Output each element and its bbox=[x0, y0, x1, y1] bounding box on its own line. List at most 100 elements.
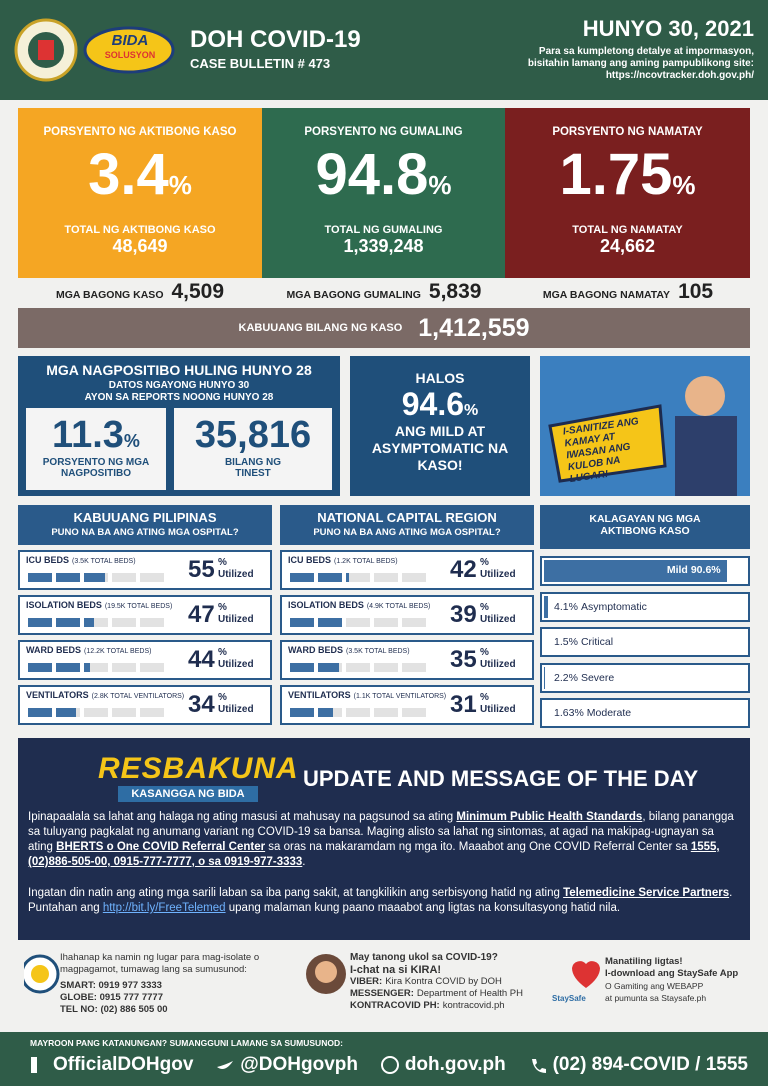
stat-unit: % bbox=[672, 170, 696, 200]
footer-item: (02) 894-COVID / 1555 bbox=[528, 1054, 748, 1076]
stat-label: PORSYENTO NG AKTIBONG KASO bbox=[43, 126, 237, 138]
staysafe-line: I-download ang StaySafe App bbox=[605, 968, 739, 979]
new-count-value: 5,839 bbox=[428, 280, 482, 303]
status-text: Mild 90.6% bbox=[667, 564, 721, 576]
new-count-label: MGA BAGONG GUMALING bbox=[286, 289, 421, 301]
tested-box: 35,816 BILANG NG TINEST bbox=[174, 408, 332, 490]
utilization-bar bbox=[28, 618, 94, 627]
status-label: Critical bbox=[580, 636, 614, 648]
total-value: 1,412,559 bbox=[418, 313, 530, 342]
update-logo: RESBAKUNA bbox=[98, 752, 299, 785]
bed-capacity: (19.5K TOTAL BEDS) bbox=[104, 603, 173, 610]
new-count: MGA BAGONG NAMATAY 105 bbox=[506, 280, 750, 306]
bed-capacity: (4.9K TOTAL BEDS) bbox=[366, 603, 431, 610]
row-utilized: Utilized bbox=[480, 659, 516, 670]
mild-value: 94.6% bbox=[350, 386, 530, 423]
status-item: 4.1% Asymptomatic bbox=[540, 591, 750, 622]
row-value: 44 bbox=[188, 646, 215, 673]
stat-label: PORSYENTO NG GUMALING bbox=[304, 126, 463, 138]
status-bar: Mild 90.6% bbox=[544, 560, 727, 582]
isolation-contacts: Ihahanap ka namin ng lugar para mag-isol… bbox=[60, 952, 300, 1016]
status-item: Mild 90.6% bbox=[540, 556, 750, 586]
stat-box: PORSYENTO NG AKTIBONG KASO 3.4% TOTAL NG A… bbox=[18, 108, 262, 278]
new-count-value: 105 bbox=[678, 280, 714, 303]
hospital-header: NATIONAL CAPITAL REGION PUNO NA BA ANG AT… bbox=[280, 505, 534, 545]
channel-name: VIBER: bbox=[350, 976, 383, 987]
status-bar bbox=[544, 595, 549, 618]
hospital-row: ICU BEDS (1.2K TOTAL BEDS) 42% Utilized bbox=[280, 550, 534, 590]
mild-box: HALOS 94.6% ANG MILD AT ASYMPTOMATIC NA … bbox=[350, 356, 530, 496]
staysafe-line: at pumunta sa Staysafe.ph bbox=[605, 993, 707, 1003]
hospital-row: ISOLATION BEDS (4.9K TOTAL BEDS) 39% Utiliz… bbox=[280, 595, 534, 635]
utilization-bar bbox=[290, 663, 339, 672]
footer-item: @DOHgovph bbox=[215, 1054, 358, 1076]
status-number: 1.5 bbox=[554, 636, 569, 648]
row-label: VENTILATORS (2.8K TOTAL VENTILATORS) bbox=[26, 690, 184, 700]
utilization-bar bbox=[28, 663, 90, 672]
status-label: Moderate bbox=[586, 707, 632, 719]
bed-type: VENTILATORS bbox=[288, 690, 351, 700]
staysafe-logo: StaySafe bbox=[552, 994, 586, 1003]
stat-total: 24,662 bbox=[599, 236, 656, 256]
text: , bilang panangga sa tuluyang pagkalat n… bbox=[28, 811, 734, 853]
update-paragraph: Ingatan din natin ang ating mga sarili l… bbox=[28, 886, 740, 916]
rate-unit: % bbox=[123, 431, 140, 451]
logo-subtext: SOLUSYON bbox=[104, 50, 156, 60]
rate-box: 11.3% PORSYENTO NG MGA NAGPOSITIBO bbox=[26, 408, 166, 490]
row-unit: % bbox=[218, 602, 227, 613]
bed-capacity: (1.1K TOTAL VENTILATORS) bbox=[353, 693, 447, 700]
positivity-title: MGA NAGPOSITIBO HULING HUNYO 28 bbox=[46, 362, 312, 378]
status-unit: % bbox=[574, 707, 584, 719]
stat-number: 3.4 bbox=[88, 142, 169, 207]
isolation-text: Ihahanap ka namin ng lugar para mag-isol… bbox=[60, 952, 260, 975]
update-title: UPDATE AND MESSAGE OF THE DAY bbox=[303, 766, 699, 791]
hospital-row: ICU BEDS (3.5K TOTAL BEDS) 55% Utilized bbox=[18, 550, 272, 590]
bulletin-number: CASE BULLETIN # 473 bbox=[190, 56, 331, 71]
status-text: 4.1% Asymptomatic bbox=[554, 601, 647, 613]
link: http://bit.ly/FreeTelemed bbox=[102, 902, 226, 914]
stat-total-label: TOTAL NG GUMALING bbox=[324, 224, 443, 236]
poster: I-SANITIZE ANG KAMAY AT IWASAN ANG KULOB… bbox=[540, 356, 750, 496]
status-unit: % bbox=[568, 636, 578, 648]
bed-capacity: (3.5K TOTAL BEDS) bbox=[72, 558, 136, 565]
positivity-box: MGA NAGPOSITIBO HULING HUNYO 28 DATOS NG… bbox=[18, 356, 340, 496]
stat-number: 94.8 bbox=[315, 142, 429, 207]
bed-type: ICU BEDS bbox=[288, 555, 332, 565]
status-section: KALAGAYAN NG MGA AKTIBONG KASO Mild 90.6% 4… bbox=[540, 505, 750, 728]
row-utilized: Utilized bbox=[480, 569, 516, 580]
channel-name: MESSENGER: bbox=[350, 988, 414, 999]
status-bar bbox=[544, 666, 545, 689]
footer-text: @DOHgovph bbox=[240, 1054, 358, 1075]
stat-box: PORSYENTO NG NAMATAY 1.75% TOTAL NG NAMATA… bbox=[505, 108, 750, 278]
status-number: 2.2 bbox=[554, 671, 569, 684]
hospital-subtitle: PUNO NA BA ANG ATING MGA OSPITAL? bbox=[51, 527, 239, 538]
update-box: RESBAKUNA KASANGGA NG BIDA UPDATE AND ME… bbox=[18, 738, 750, 940]
positivity-sub: DATOS NGAYONG HUNYO 30 bbox=[108, 380, 250, 391]
mild-number: 94.6 bbox=[401, 386, 465, 422]
kira-line: May tanong ukol sa COVID-19? bbox=[350, 952, 498, 963]
status-text: 1.5% Critical bbox=[554, 636, 613, 648]
footer-text: (02) 894-COVID / 1555 bbox=[552, 1054, 748, 1075]
row-unit: % bbox=[218, 692, 227, 703]
rate-label: PORSYENTO NG MGA NAGPOSITIBO bbox=[42, 457, 150, 479]
hospital-row: WARD BEDS (12.2K TOTAL BEDS) 44% Utilized bbox=[18, 640, 272, 680]
row-utilized: Utilized bbox=[218, 569, 254, 580]
new-count: MGA BAGONG KASO 4,509 bbox=[18, 280, 262, 306]
staysafe-info: Manatiling ligtas! I-download ang StaySaf… bbox=[605, 956, 755, 1004]
text: Ipinapaalala sa lahat ang halaga ng atin… bbox=[28, 811, 457, 823]
staysafe-line: Manatiling ligtas! bbox=[605, 956, 683, 967]
update-text: Ipinapaalala sa lahat ang halaga ng atin… bbox=[28, 810, 740, 932]
status-unit: % bbox=[568, 671, 578, 684]
header: BIDA SOLUSYON DOH COVID-19 CASE BULLETIN… bbox=[0, 0, 768, 100]
kira-contacts: May tanong ukol sa COVID-19? I-chat na si… bbox=[350, 952, 560, 1012]
channel-value: Kira Kontra COVID by DOH bbox=[385, 976, 502, 987]
channel-value: Department of Health PH bbox=[416, 988, 524, 999]
utilization-bar bbox=[28, 708, 76, 717]
status-item: 1.5% Critical bbox=[540, 627, 750, 657]
status-item: 2.2% Severe bbox=[540, 662, 750, 693]
row-value: 42 bbox=[450, 556, 477, 583]
hospital-row: WARD BEDS (3.5K TOTAL BEDS) 35% Utilized bbox=[280, 640, 534, 680]
footer-icon bbox=[217, 1061, 234, 1069]
status-number: 4.1 bbox=[554, 600, 569, 613]
